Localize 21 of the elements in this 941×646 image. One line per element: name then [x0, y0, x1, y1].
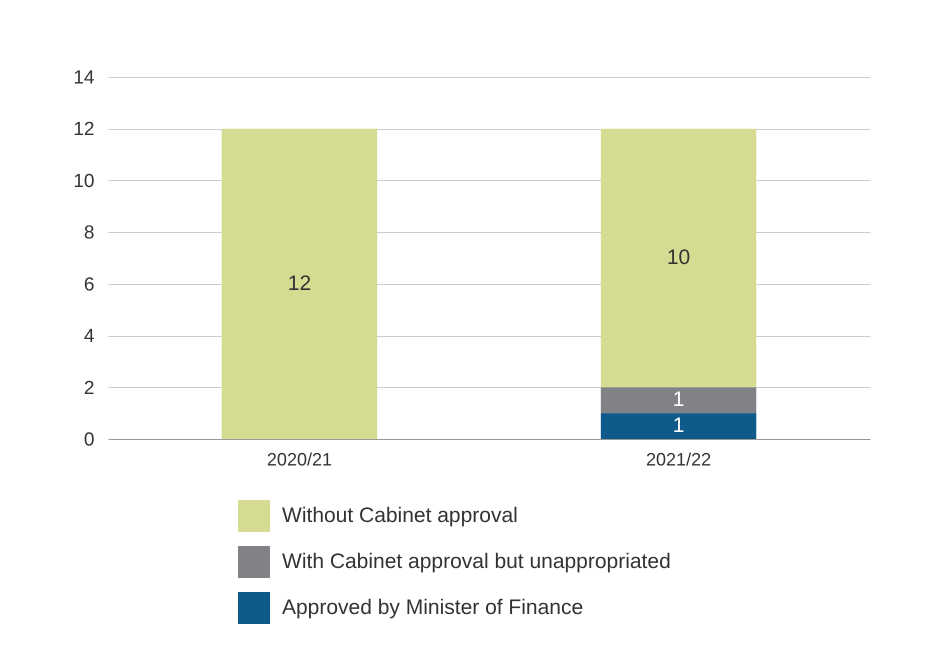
- y-tick-label: 12: [73, 119, 94, 140]
- x-tick-label: 2020/21: [266, 450, 332, 470]
- legend-label: With Cabinet approval but unappropriated: [282, 550, 671, 573]
- y-tick-label: 4: [84, 326, 95, 348]
- y-tick-label: 2: [84, 378, 94, 399]
- bar: [600, 387, 756, 414]
- bar: [600, 413, 756, 439]
- y-tick-label: 8: [84, 222, 94, 244]
- data-label: 1: [672, 414, 684, 438]
- bar: [600, 128, 756, 388]
- y-tick-label: 14: [73, 68, 95, 88]
- data-label: 1: [672, 388, 684, 412]
- legend-label: Without Cabinet approval: [282, 504, 518, 527]
- data-label: 12: [288, 272, 312, 295]
- x-tick-label: 2021/22: [646, 450, 712, 470]
- y-tick-label: 10: [73, 170, 94, 192]
- legend-label: Approved by Minister of Finance: [282, 596, 584, 619]
- data-label: 10: [666, 246, 690, 269]
- y-tick-label: 0: [84, 430, 94, 450]
- bar: [222, 128, 378, 439]
- y-tick-label: 6: [84, 274, 94, 296]
